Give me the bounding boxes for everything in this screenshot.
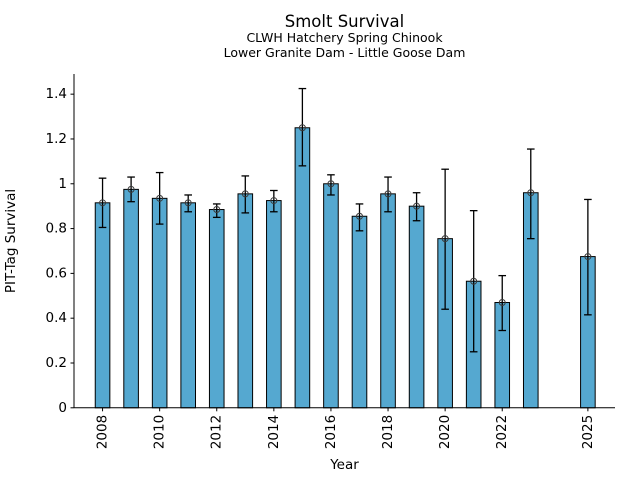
x-tick-label: 2010 — [152, 415, 168, 449]
y-tick-label: 0.2 — [46, 355, 67, 371]
x-axis-ticks: 2008 2010 2012 2014 2016 2018 2020 2022 2025 — [95, 407, 596, 449]
errorbar-2010 — [155, 171, 164, 225]
bar-2015 — [294, 127, 311, 409]
chart-subtitle-line2: Lower Granite Dam - Little Goose Dam — [224, 45, 466, 60]
y-tick-label: 1.4 — [46, 86, 67, 102]
point-marker — [470, 277, 478, 285]
point-marker — [156, 194, 164, 202]
errorbar-2016 — [327, 174, 335, 196]
errorbar-2021 — [469, 210, 478, 353]
bar-2009 — [123, 188, 139, 409]
x-axis-label: Year — [329, 457, 359, 473]
error-bars — [98, 87, 592, 353]
y-axis-label: PIT-Tag Survival — [3, 189, 19, 293]
point-marker — [184, 199, 192, 207]
bar-2012 — [208, 209, 225, 409]
axes — [73, 74, 615, 409]
x-tick-label: 2014 — [266, 415, 282, 449]
errorbar-2012 — [212, 203, 221, 219]
errorbar-2023 — [526, 148, 535, 240]
y-tick-label: 0.6 — [46, 265, 67, 281]
point-marker — [127, 185, 135, 193]
bar-2013 — [237, 193, 254, 409]
point-marker — [298, 124, 306, 132]
point-marker — [584, 253, 592, 261]
x-tick-label: 2016 — [323, 415, 339, 449]
point-marker — [327, 180, 335, 188]
point-marker — [355, 212, 363, 220]
x-tick-label: 2012 — [209, 415, 225, 449]
y-tick-label: 1.2 — [46, 131, 67, 147]
x-tick-label: 2008 — [95, 415, 111, 449]
point-marker — [498, 299, 506, 307]
errorbar-2025 — [584, 198, 592, 316]
errorbar-2014 — [270, 189, 278, 213]
bar-2010 — [151, 197, 168, 409]
y-tick-label: 0 — [58, 400, 67, 416]
bar-2016 — [323, 183, 339, 409]
point-marker — [441, 235, 449, 243]
chart-title: Smolt Survival — [285, 12, 404, 31]
bar-2019 — [408, 205, 425, 409]
point-marker — [99, 199, 107, 207]
chart-subtitle-line1: CLWH Hatchery Spring Chinook — [246, 30, 443, 45]
errorbar-2013 — [241, 175, 250, 214]
errorbar-2019 — [412, 192, 421, 222]
x-tick-label: 2018 — [380, 415, 396, 449]
bars — [94, 127, 596, 409]
point-marker — [270, 197, 278, 205]
bar-2014 — [266, 200, 282, 409]
errorbar-2020 — [441, 168, 449, 310]
errorbar-2009 — [127, 176, 135, 203]
x-tick-label: 2020 — [437, 415, 453, 449]
x-tick-label: 2022 — [494, 415, 510, 449]
bar-2008 — [94, 202, 111, 409]
bar-2011 — [180, 202, 196, 409]
point-marker — [527, 189, 535, 197]
point-marker — [413, 202, 421, 210]
point-marker — [241, 190, 249, 198]
x-tick-label: 2025 — [580, 415, 596, 449]
errorbar-2017 — [355, 203, 364, 232]
y-tick-label: 0.4 — [46, 310, 67, 326]
bar-2017 — [351, 215, 368, 409]
y-tick-label: 1 — [58, 176, 67, 192]
y-axis-ticks: 0 0.2 0.4 0.6 0.8 1 1.2 1.4 — [46, 86, 74, 416]
errorbar-2015 — [298, 87, 307, 167]
errorbar-2022 — [498, 274, 507, 332]
point-marker — [384, 190, 392, 198]
errorbar-2008 — [98, 177, 107, 229]
errorbar-2018 — [384, 176, 392, 213]
point-marker — [213, 206, 221, 214]
errorbar-2011 — [184, 194, 192, 213]
bar-2018 — [380, 193, 396, 409]
y-tick-label: 0.8 — [46, 221, 67, 237]
plot-area: 0 0.2 0.4 0.6 0.8 1 1.2 1.4 2008 2010 2012 2014 2016… — [46, 74, 615, 449]
